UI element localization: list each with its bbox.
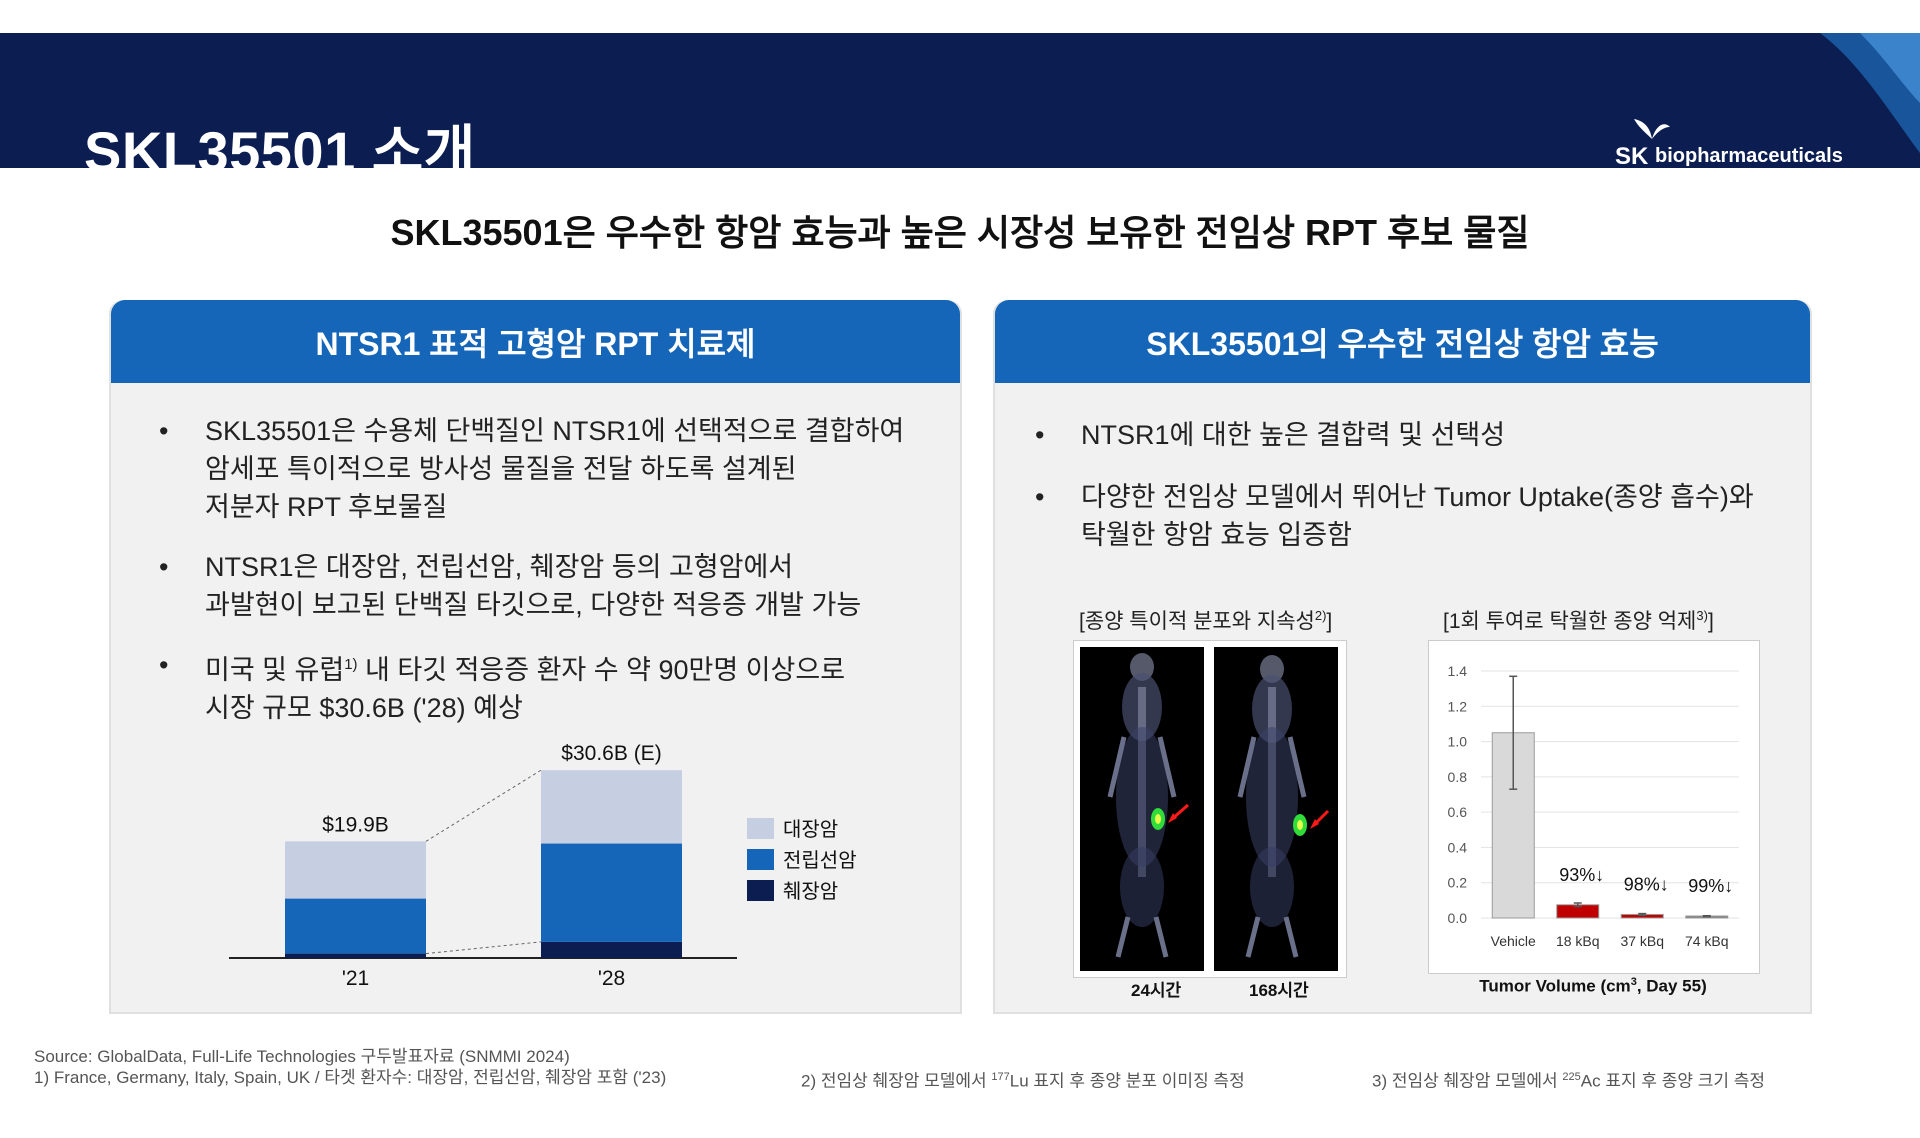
bar-segment [285,898,426,954]
footnote-1: 1) France, Germany, Italy, Spain, UK / 타… [34,1068,667,1087]
footnote-2: 2) 전임상 췌장암 모델에서 177Lu 표지 후 종양 분포 이미징 측정 [801,1071,1245,1091]
legend-swatch [747,880,774,901]
y-tick-label: 1.2 [1448,698,1468,714]
legend-swatch [747,849,774,870]
bullet-line: 저분자 RPT 후보물질 [205,492,448,522]
connector-line [425,941,542,955]
bullet-line: 시장 규모 $30.6B ('28) 예상 [205,693,523,723]
mouse-scan-168h [1214,647,1338,971]
x-tick-label: 18 kBq [1556,933,1600,949]
right-bullet-list: • NTSR1에 대한 높은 결합력 및 선택성 • 다양한 전임상 모델에서 … [995,416,1805,578]
bullet-item: • NTSR1은 대장암, 전립선암, 췌장암 등의 고형암에서 과발현이 보고… [111,548,951,624]
connector-line [425,769,542,842]
x-tick-label: 74 kBq [1685,933,1729,949]
legend-label: 전립선암 [783,849,857,872]
y-tick-label: 0.2 [1448,875,1468,891]
bullet-marker: • [159,416,169,446]
bullet-line: NTSR1에 대한 높은 결합력 및 선택성 [1081,420,1506,450]
y-tick-label: 1.0 [1448,734,1468,750]
logo-sk-text: SK [1615,143,1649,168]
bullet-item: • 다양한 전임상 모델에서 뛰어난 Tumor Uptake(종양 흡수)와 … [995,478,1805,554]
header-banner: SKL35501 소개 SK biopharmaceuticals [0,33,1920,168]
total-label: $30.6B (E) [561,742,661,765]
bullet-line: 다양한 전임상 모델에서 뛰어난 Tumor Uptake(종양 흡수)와 [1081,482,1754,512]
bullet-marker: • [159,650,169,680]
y-tick-label: 0.4 [1448,839,1468,855]
reduction-annotation: 93%↓ [1559,865,1604,885]
y-tick-label: 0.0 [1448,910,1468,926]
bullet-line: 탁월한 항암 효능 입증함 [1081,520,1352,550]
bullet-item: • NTSR1에 대한 높은 결합력 및 선택성 [995,416,1805,454]
y-tick-label: 0.6 [1448,804,1468,820]
bar-segment [541,843,682,942]
bar-segment [541,770,682,844]
x-tick-label: 37 kBq [1620,933,1664,949]
bullet-marker: • [1035,482,1045,512]
bullet-item: • SKL35501은 수용체 단백질인 NTSR1에 선택적으로 결합하여 암… [111,412,951,526]
logo-company-text: biopharmaceuticals [1655,145,1843,167]
tumor-volume-chart: 0.0 0.2 0.4 0.6 0.8 1.0 1.2 1.4 Vehicle 18 kBq 93%… [1448,663,1739,949]
imaging-caption: [종양 특이적 분포와 지속성2)] [1079,608,1333,633]
tumor-chart-x-title: Tumor Volume (cm3, Day 55) [1479,976,1707,996]
bar-segment [285,953,426,958]
sk-butterfly-icon [1634,119,1670,139]
y-tick-label: 1.4 [1448,663,1468,679]
bullet-item: • 미국 및 유럽1) 내 타깃 적응증 환자 수 약 90만명 이상으로 시장… [111,646,951,727]
right-panel-title: SKL35501의 우수한 전임상 항암 효능 [995,300,1810,383]
bullet-marker: • [1035,420,1045,450]
bullet-line: 미국 및 유럽1) 내 타깃 적응증 환자 수 약 90만명 이상으로 [205,655,846,685]
bar-segment [541,941,682,958]
legend-swatch [747,818,774,839]
bullet-line: NTSR1은 대장암, 전립선암, 췌장암 등의 고형암에서 [205,552,794,582]
x-tick-label: '28 [598,967,625,990]
legend-label: 대장암 [783,818,838,841]
source-note: Source: GlobalData, Full-Life Technologi… [34,1047,570,1066]
tumor-volume-chart-frame: 0.0 0.2 0.4 0.6 0.8 1.0 1.2 1.4 Vehicle 18 kBq 93%… [1428,640,1760,974]
efficacy-caption: [1회 투여로 탁월한 종양 억제3)] [1443,608,1714,633]
total-label: $19.9B [322,813,389,836]
main-headline: SKL35501은 우수한 항암 효능과 높은 시장성 보유한 전임상 RPT … [390,212,1530,253]
mouse-scan-24h [1080,647,1204,971]
legend-label: 췌장암 [783,880,838,903]
right-panel: SKL35501의 우수한 전임상 항암 효능 • NTSR1에 대한 높은 결… [993,300,1812,1014]
left-panel-title: NTSR1 표적 고형암 RPT 치료제 [111,300,960,383]
source-footnotes: Source: GlobalData, Full-Life Technologi… [34,1046,666,1088]
reduction-annotation: 99%↓ [1688,876,1733,896]
bullet-marker: • [159,552,169,582]
timepoint-label-24h: 24시간 [1131,981,1182,1000]
page-title: SKL35501 소개 [84,120,476,168]
left-panel: NTSR1 표적 고형암 RPT 치료제 • SKL35501은 수용체 단백질… [109,300,962,1014]
x-tick-label: '21 [342,967,369,990]
reduction-annotation: 98%↓ [1624,874,1669,894]
bullet-line: SKL35501은 수용체 단백질인 NTSR1에 선택적으로 결합하여 [205,416,905,446]
bullet-line: 과발현이 보고된 단백질 타깃으로, 다양한 적응증 개발 가능 [205,590,862,620]
timepoint-label-168h: 168시간 [1249,981,1309,1000]
spect-image-panel [1073,640,1347,978]
x-tick-label: Vehicle [1491,933,1536,949]
decorative-swoosh [1820,33,1920,153]
bar-segment [285,841,426,899]
bullet-line: 암세포 특이적으로 방사성 물질을 전달 하도록 설계된 [205,454,797,484]
y-tick-label: 0.8 [1448,769,1468,785]
left-bullet-list: • SKL35501은 수용체 단백질인 NTSR1에 선택적으로 결합하여 암… [111,412,951,749]
footnote-3: 3) 전임상 췌장암 모델에서 225Ac 표지 후 종양 크기 측정 [1372,1071,1765,1091]
